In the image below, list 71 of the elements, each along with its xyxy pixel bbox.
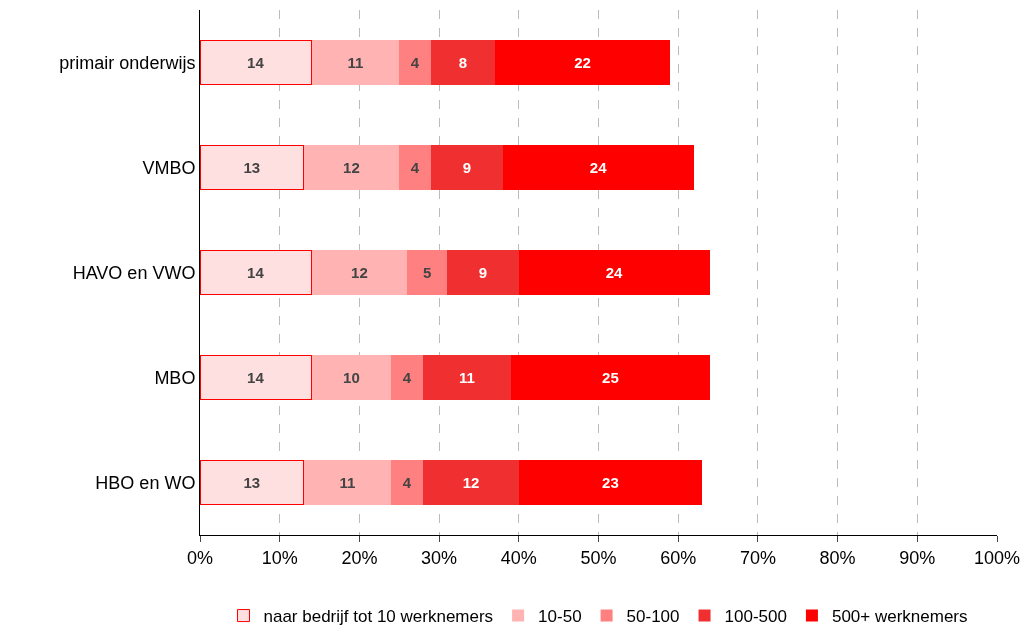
data-label: 22 (574, 54, 591, 71)
bar (447, 250, 519, 295)
legend-label: naar bedrijf tot 10 werknemers (263, 607, 494, 627)
x-tick-label: 80% (819, 547, 856, 568)
y-tick-label: VMBO (142, 157, 196, 178)
legend-label: 50-100 (626, 607, 680, 627)
data-label: 10 (343, 369, 360, 386)
bar (311, 40, 400, 85)
data-label: 11 (459, 369, 475, 386)
x-tick-label: 70% (739, 547, 776, 568)
data-label: 11 (339, 474, 356, 491)
y-tick-label: HAVO en VWO (72, 262, 196, 283)
data-label: 13 (243, 159, 261, 176)
data-label: 12 (351, 264, 368, 281)
data-label: 5 (422, 264, 432, 281)
y-tick-label: MBO (154, 367, 196, 388)
bar (510, 355, 711, 400)
bar (391, 460, 424, 505)
x-tick-label: 20% (341, 547, 378, 568)
bar (518, 460, 703, 505)
data-label: 12 (343, 159, 360, 176)
bar (200, 144, 305, 191)
x-tick-label: 60% (660, 547, 697, 568)
legend-label: 500+ werknemers (831, 607, 968, 627)
data-label: 11 (347, 54, 364, 71)
bar (200, 459, 305, 506)
bar (391, 355, 424, 400)
bar (200, 39, 313, 86)
data-label: 4 (410, 159, 420, 176)
bar (494, 40, 671, 85)
bar (431, 40, 495, 85)
data-label: 24 (605, 264, 624, 281)
bar (311, 355, 392, 400)
bar (311, 250, 408, 295)
x-tick-label: 50% (580, 547, 617, 568)
bar (502, 145, 695, 190)
y-tick-label: HBO en WO (95, 472, 196, 493)
data-label: 8 (458, 54, 468, 71)
bar (200, 354, 313, 401)
data-label: 9 (462, 159, 472, 176)
bar (423, 460, 519, 505)
data-label: 13 (243, 474, 261, 491)
x-tick-label: 0% (186, 547, 214, 568)
x-tick-label: 100% (973, 547, 1021, 568)
data-label: 24 (589, 159, 608, 176)
x-tick-label: 30% (421, 547, 458, 568)
data-label: 14 (247, 54, 265, 71)
data-label: 25 (602, 369, 619, 386)
bar (399, 145, 432, 190)
legend-label: 100-500 (724, 607, 787, 627)
data-label: 4 (402, 369, 412, 386)
bar (399, 40, 432, 85)
bar (518, 250, 711, 295)
bar (303, 145, 400, 190)
bar (303, 460, 392, 505)
y-tick-label: primair onderwijs (59, 52, 196, 73)
bar (431, 145, 503, 190)
data-label: 9 (478, 264, 488, 281)
data-label: 14 (247, 264, 265, 281)
bar (423, 355, 511, 400)
x-tick-label: 10% (261, 547, 298, 568)
data-label: 23 (602, 474, 619, 491)
data-label: 4 (402, 474, 412, 491)
x-tick-label: 40% (500, 547, 537, 568)
x-tick-label: 90% (899, 547, 936, 568)
data-label: 14 (247, 369, 265, 386)
legend-label: 10-50 (538, 607, 582, 627)
data-label: 4 (410, 54, 420, 71)
bar (200, 249, 313, 296)
data-label: 12 (462, 474, 480, 491)
bar (407, 250, 448, 295)
